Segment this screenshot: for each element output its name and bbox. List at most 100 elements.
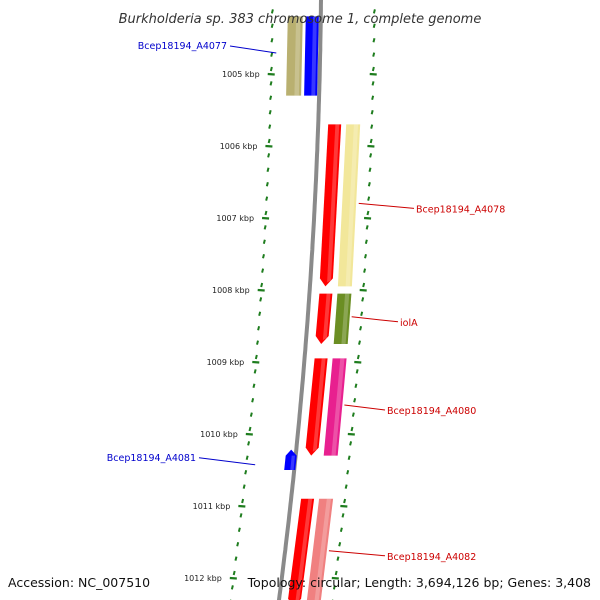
major-tick (238, 504, 246, 508)
cds-Bcep18194_A4081-body (284, 449, 297, 470)
tick-label: 1007 kbp (216, 214, 254, 223)
cds-iolA[interactable] (315, 293, 333, 344)
minor-tick (338, 541, 342, 547)
minor-tick (368, 167, 372, 173)
minor-tick (254, 354, 258, 360)
gene-label[interactable]: Bcep18194_A4080 (387, 406, 476, 417)
minor-tick (369, 138, 373, 144)
labels-group: Bcep18194_A4077 Bcep18194_A4078 iolA Bcep18… (107, 41, 506, 563)
gene-Bcep18194_A4082[interactable] (306, 498, 334, 600)
minor-tick (361, 297, 365, 302)
minor-tick (371, 95, 375, 101)
minor-tick (372, 23, 376, 29)
minor-tick (367, 196, 371, 201)
minor-tick (257, 325, 261, 331)
gene-iolA-body (333, 293, 352, 344)
accession-text: Accession: NC_007510 (8, 575, 150, 590)
gene-Bcep18194_A4080-body (323, 358, 347, 456)
major-tick (267, 72, 275, 76)
label-leader (344, 404, 386, 411)
minor-tick (332, 585, 336, 590)
gene-label[interactable]: Bcep18194_A4078 (416, 204, 505, 215)
cds-Bcep18194_A4081[interactable] (284, 449, 297, 470)
minor-tick (346, 469, 350, 475)
minor-tick (269, 95, 273, 101)
major-tick (347, 432, 355, 436)
minor-tick (351, 412, 355, 417)
minor-tick (339, 527, 343, 533)
minor-tick (344, 484, 348, 489)
tick-label: 1005 kbp (222, 70, 260, 79)
map-title: Burkholderia sp. 383 chromosome 1, compl… (119, 12, 482, 27)
minor-tick (367, 181, 371, 187)
cds-Bcep18194_A4077-shade (311, 16, 317, 96)
minor-tick (241, 498, 245, 504)
minor-tick (371, 66, 375, 72)
minor-tick (265, 181, 269, 187)
minor-tick (364, 253, 367, 259)
cds-iolA-body (315, 293, 333, 344)
cds-Bcep18194_A4077-body (304, 16, 319, 96)
cds-Bcep18194_A4078[interactable] (319, 124, 342, 287)
cds-Bcep18194_A4082-shade (295, 498, 313, 600)
minor-tick (248, 426, 252, 432)
gene-Bcep18194_A4078-shade (345, 124, 359, 287)
minor-tick (265, 196, 269, 201)
features-group (284, 16, 361, 600)
minor-tick (230, 585, 234, 590)
minor-tick (370, 109, 374, 115)
label-leader (328, 550, 386, 557)
minor-tick (356, 354, 360, 360)
minor-tick (270, 52, 274, 57)
minor-tick (360, 311, 364, 317)
gene-label[interactable]: iolA (400, 318, 418, 329)
backbone-line (276, 0, 324, 600)
gene-iolA-shade (341, 293, 350, 344)
minor-tick (259, 297, 263, 302)
major-tick (363, 216, 372, 220)
tick-label: 1010 kbp (200, 430, 238, 439)
summary-text: Topology: circular; Length: 3,694,126 bp… (247, 575, 591, 590)
minor-tick (362, 282, 366, 288)
major-tick (265, 144, 273, 148)
minor-tick (269, 66, 273, 72)
gene-Bcep18194_A4080[interactable] (323, 358, 347, 456)
minor-tick (370, 124, 374, 129)
minor-tick (232, 570, 236, 576)
minor-tick (266, 167, 270, 173)
gene-Bcep18194_A4078[interactable] (337, 124, 361, 287)
minor-tick (251, 397, 255, 403)
gene-Bcep18194_A4082-shade (314, 498, 331, 600)
major-tick (367, 144, 375, 148)
minor-tick (371, 81, 375, 86)
minor-tick (245, 455, 249, 461)
scale-ticks: 1005 kbp 1006 kbp 1007 kbp 1008 kbp 1009 kbp… (184, 9, 377, 600)
gene-Bcep18194_A4077-shade (294, 16, 301, 96)
gene-label[interactable]: Bcep18194_A4081 (107, 453, 196, 464)
major-tick (257, 288, 265, 292)
minor-tick (256, 340, 259, 345)
gene-Bcep18194_A4082-body (306, 498, 334, 600)
minor-tick (262, 253, 265, 259)
minor-tick (237, 527, 241, 533)
minor-tick (372, 37, 376, 43)
minor-tick (267, 138, 271, 144)
cds-Bcep18194_A4078-body (319, 124, 342, 287)
gene-iolA[interactable] (333, 293, 352, 344)
minor-tick (268, 109, 272, 115)
gene-Bcep18194_A4078-body (337, 124, 361, 287)
major-tick (369, 72, 377, 76)
backbone-group (276, 0, 324, 600)
major-tick (340, 504, 348, 508)
cds-Bcep18194_A4082[interactable] (288, 498, 315, 600)
label-leader (229, 45, 277, 54)
cds-Bcep18194_A4080[interactable] (305, 358, 328, 456)
gene-label[interactable]: Bcep18194_A4082 (387, 552, 476, 563)
gene-Bcep18194_A4077[interactable] (286, 16, 303, 96)
gene-label[interactable]: Bcep18194_A4077 (138, 41, 227, 52)
minor-tick (253, 369, 257, 374)
major-tick (252, 360, 260, 364)
minor-tick (270, 23, 274, 29)
cds-Bcep18194_A4077[interactable] (304, 16, 319, 96)
